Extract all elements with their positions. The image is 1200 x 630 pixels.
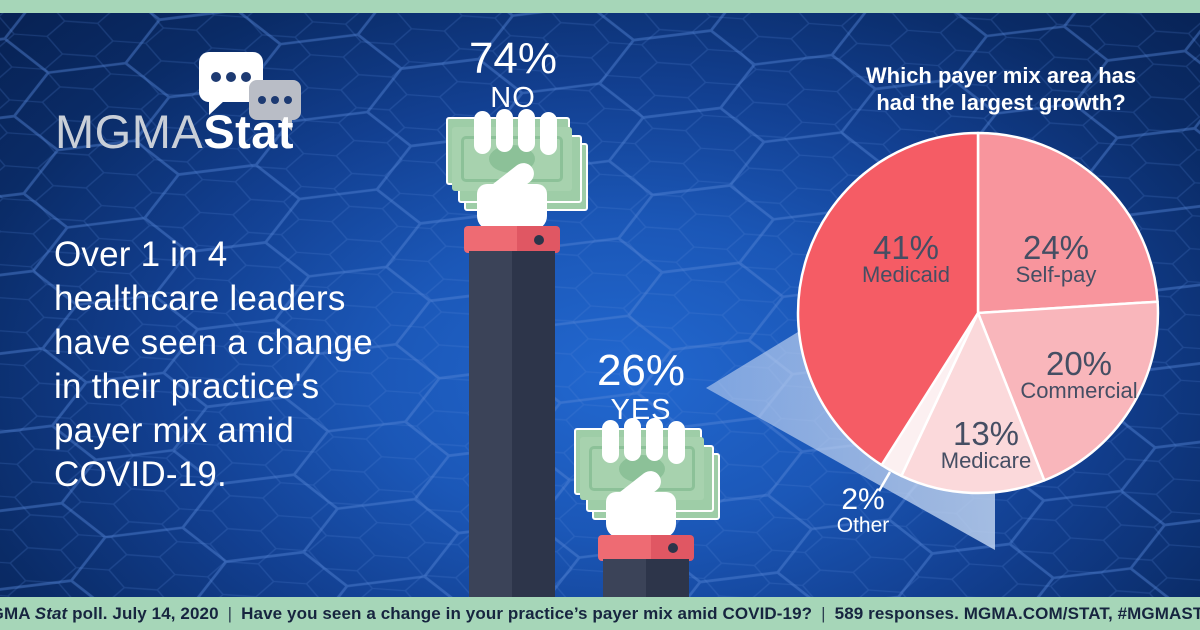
- yes-label: YES: [610, 394, 672, 426]
- finger: [518, 109, 535, 152]
- footer-separator: |: [227, 603, 233, 623]
- pie-label-self-pay: 24% Self-pay: [1016, 229, 1097, 287]
- finger: [496, 109, 513, 152]
- chart-title: Which payer mix area has had the largest…: [865, 63, 1137, 115]
- top-accent-bar: [0, 0, 1200, 13]
- footer-bar: MGMA Stat poll. July 14, 2020 | Have you s…: [0, 597, 1200, 630]
- finger: [474, 111, 491, 154]
- logo-brand-text: MGMA: [55, 105, 204, 158]
- pie-label-medicare: 13% Medicare: [941, 415, 1031, 473]
- no-percentage: 74%: [468, 34, 558, 83]
- shirt-cuff: [598, 535, 694, 561]
- logo-wordmark: MGMAStat: [55, 104, 294, 159]
- no-label: NO: [490, 82, 536, 114]
- ellipsis-dots-icon: [258, 96, 292, 104]
- pie-label-other: 2% Other: [837, 483, 890, 537]
- suit-sleeve: [603, 559, 689, 599]
- footer-segment: 589 responses. MGMA.COM/STAT, #MGMASTAT: [834, 603, 1200, 623]
- cuff-button: [668, 543, 678, 553]
- footer-segment: MGMA: [0, 603, 30, 623]
- suit-sleeve: [469, 251, 555, 599]
- headline-text: Over 1 in 4 healthcare leaders have seen…: [54, 235, 373, 494]
- ellipsis-dots-icon: [211, 72, 251, 82]
- finger: [540, 112, 557, 155]
- shirt-cuff: [464, 226, 560, 253]
- footer-text: MGMA Stat poll. July 14, 2020 | Have you s…: [0, 604, 1200, 624]
- footer-segment: Stat: [34, 603, 68, 623]
- footer-segment: poll. July 14, 2020: [67, 603, 219, 623]
- cuff-button: [534, 234, 544, 245]
- logo-suffix-text: Stat: [203, 105, 295, 158]
- finger: [602, 420, 619, 463]
- mgma-stat-logo: MGMAStat: [55, 40, 375, 160]
- pie-label-medicaid: 41% Medicaid: [862, 229, 950, 287]
- yes-percentage: 26%: [596, 346, 686, 395]
- footer-segment: Have you seen a change in your practice’…: [241, 603, 813, 623]
- footer-separator: |: [821, 603, 826, 623]
- poll-result-yes: 26% YES: [561, 346, 721, 427]
- finger: [668, 421, 685, 464]
- poll-result-no: 74% NO: [433, 34, 593, 115]
